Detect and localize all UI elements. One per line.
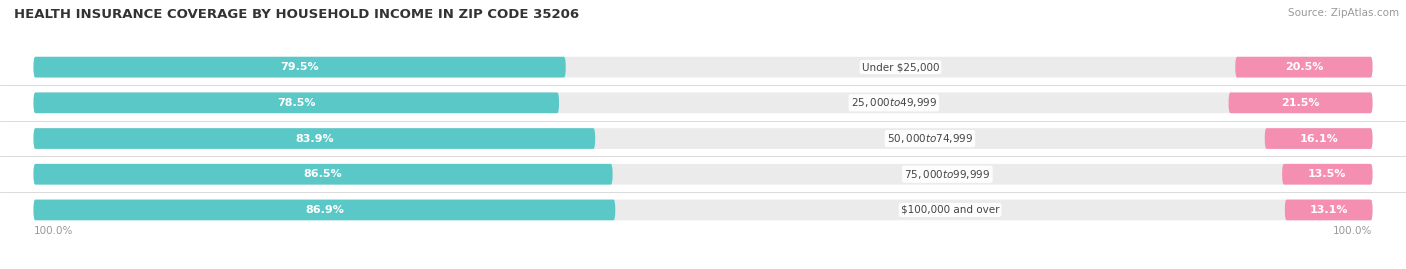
FancyBboxPatch shape: [34, 164, 1372, 185]
Text: 13.1%: 13.1%: [1309, 205, 1348, 215]
Text: 21.5%: 21.5%: [1281, 98, 1320, 108]
Text: Source: ZipAtlas.com: Source: ZipAtlas.com: [1288, 8, 1399, 18]
FancyBboxPatch shape: [1229, 93, 1372, 113]
Text: 86.5%: 86.5%: [304, 169, 342, 179]
Text: 20.5%: 20.5%: [1285, 62, 1323, 72]
FancyBboxPatch shape: [34, 164, 613, 185]
Text: 83.9%: 83.9%: [295, 133, 333, 144]
FancyBboxPatch shape: [1236, 57, 1372, 77]
Text: 86.9%: 86.9%: [305, 205, 344, 215]
FancyBboxPatch shape: [34, 93, 1372, 113]
Text: 78.5%: 78.5%: [277, 98, 315, 108]
Text: Under $25,000: Under $25,000: [862, 62, 939, 72]
Text: 13.5%: 13.5%: [1308, 169, 1347, 179]
Text: $50,000 to $74,999: $50,000 to $74,999: [887, 132, 973, 145]
FancyBboxPatch shape: [34, 200, 1372, 220]
FancyBboxPatch shape: [34, 93, 560, 113]
FancyBboxPatch shape: [34, 57, 565, 77]
Text: $75,000 to $99,999: $75,000 to $99,999: [904, 168, 991, 181]
FancyBboxPatch shape: [1285, 200, 1372, 220]
Text: 79.5%: 79.5%: [280, 62, 319, 72]
FancyBboxPatch shape: [1282, 164, 1372, 185]
Text: HEALTH INSURANCE COVERAGE BY HOUSEHOLD INCOME IN ZIP CODE 35206: HEALTH INSURANCE COVERAGE BY HOUSEHOLD I…: [14, 8, 579, 21]
FancyBboxPatch shape: [34, 57, 1372, 77]
Text: $25,000 to $49,999: $25,000 to $49,999: [851, 96, 936, 109]
Text: 100.0%: 100.0%: [1333, 226, 1372, 236]
FancyBboxPatch shape: [1265, 128, 1372, 149]
FancyBboxPatch shape: [34, 200, 616, 220]
Text: 16.1%: 16.1%: [1299, 133, 1339, 144]
Text: 100.0%: 100.0%: [34, 226, 73, 236]
FancyBboxPatch shape: [34, 128, 595, 149]
Text: $100,000 and over: $100,000 and over: [901, 205, 1000, 215]
FancyBboxPatch shape: [34, 128, 1372, 149]
